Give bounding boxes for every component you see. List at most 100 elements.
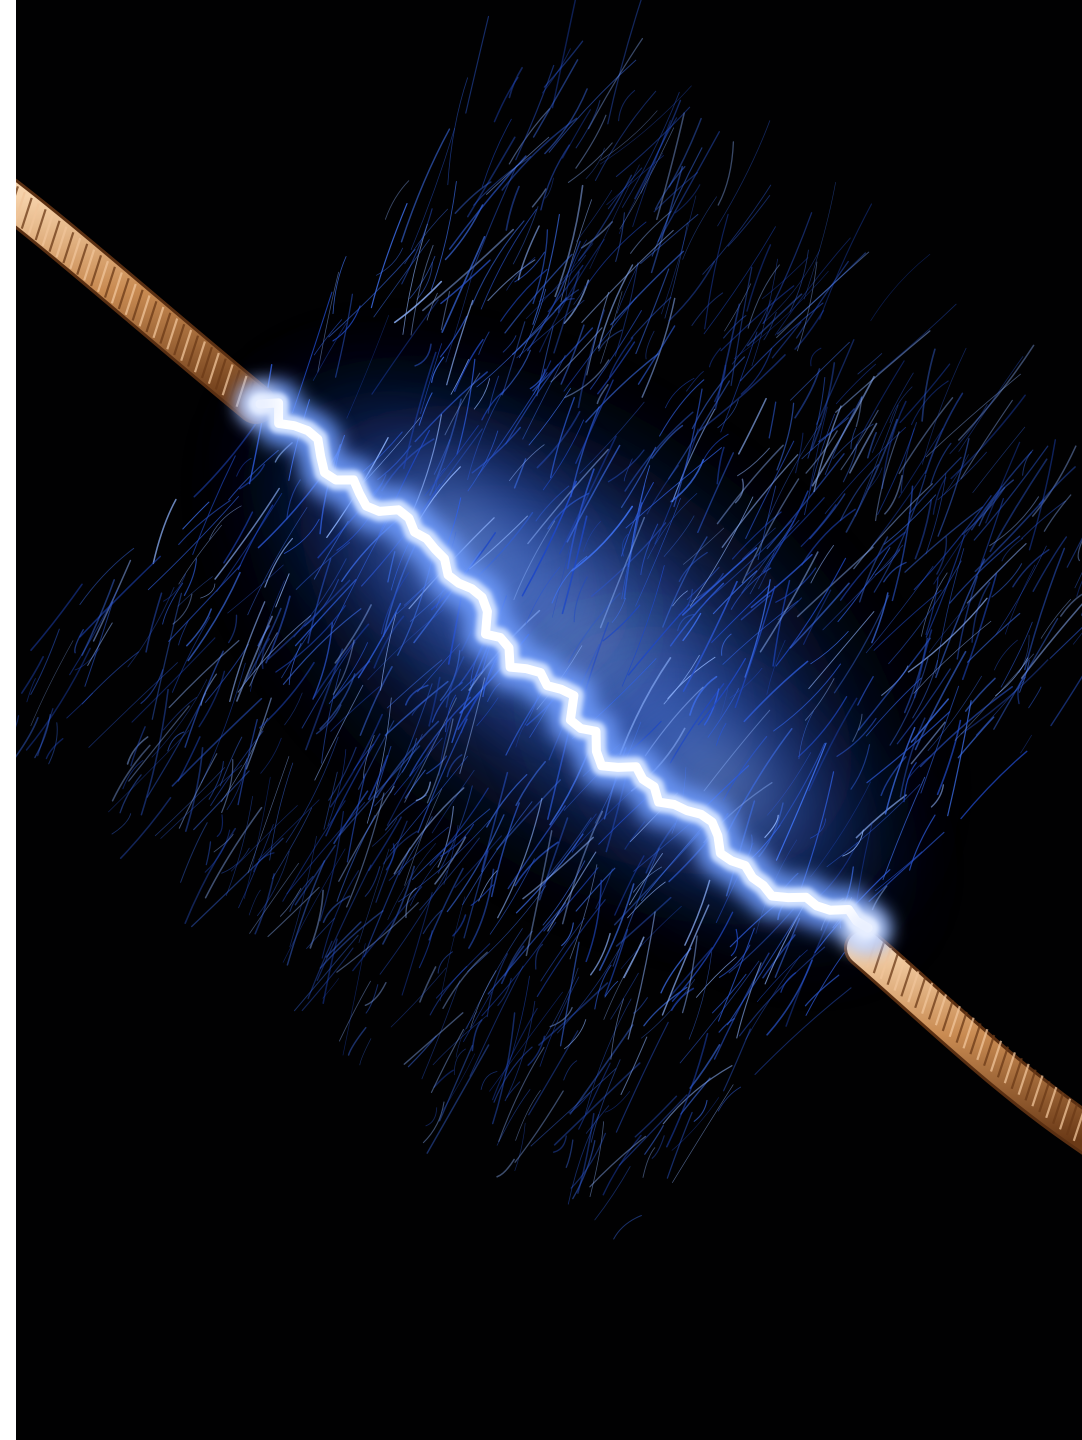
spark-streak <box>551 0 577 109</box>
spark-streak <box>943 454 969 496</box>
spark-streak <box>810 781 871 878</box>
spark-streak <box>374 733 423 807</box>
spark-streak <box>702 184 772 275</box>
spark-streak <box>237 615 312 693</box>
spark-streak <box>778 742 826 828</box>
spark-streak <box>321 668 341 764</box>
spark-streak <box>312 322 347 381</box>
spark-streak <box>777 597 802 621</box>
spark-streak <box>837 547 891 623</box>
spark-streak <box>421 428 483 513</box>
spark-streak <box>437 951 453 974</box>
spark-streak <box>420 343 442 414</box>
spark-streak <box>745 955 801 1040</box>
spark-streak <box>312 622 334 700</box>
spark-streak <box>543 867 599 932</box>
spark-streak <box>826 783 921 868</box>
spark-streak <box>228 614 238 644</box>
wire-strand <box>1052 1092 1065 1124</box>
spark-streak <box>651 147 703 257</box>
spark-streak <box>567 1113 600 1205</box>
spark-streak <box>561 922 574 947</box>
spark-streak <box>544 177 554 199</box>
spark-streak <box>993 618 1059 730</box>
spark-streak <box>454 835 502 888</box>
spark-streak <box>230 805 298 872</box>
spark-streak <box>500 945 525 985</box>
wire-strand <box>989 1040 1003 1072</box>
spark-streak <box>380 611 397 691</box>
spark-streak <box>960 399 1013 480</box>
spark-streak <box>961 573 998 681</box>
spark-streak <box>621 91 680 208</box>
spark-streak <box>877 303 957 375</box>
spark-streak <box>228 449 279 501</box>
spark-streak <box>538 817 569 901</box>
spark-streak <box>414 371 488 443</box>
spark-streak <box>790 341 850 401</box>
spark-streak <box>1066 537 1082 568</box>
spark-streak <box>346 773 366 863</box>
spark-streak <box>387 843 436 920</box>
spark-streak <box>282 800 346 902</box>
spark-streak <box>620 1036 648 1096</box>
spark-streak <box>346 792 385 908</box>
spark-streak <box>949 404 988 455</box>
spark-streak <box>442 951 488 1010</box>
spark-streak <box>594 1166 631 1221</box>
spark-streak <box>236 615 273 702</box>
spark-streak <box>530 1068 617 1147</box>
spark-streak <box>424 425 479 497</box>
spark-streak <box>745 440 795 539</box>
spark-streak <box>717 399 739 429</box>
spark-streak <box>375 720 440 799</box>
spark-streak <box>20 655 45 694</box>
spark-streak <box>122 759 144 790</box>
spark-streak <box>1004 564 1036 635</box>
spark-streak <box>81 579 115 656</box>
spark-streak <box>662 536 708 628</box>
spark-streak <box>596 383 609 405</box>
spark-streak <box>493 76 519 123</box>
spark-streak <box>598 883 635 971</box>
spark-streak <box>162 696 198 731</box>
spark-streak <box>623 458 633 482</box>
spark-streak <box>160 764 243 839</box>
spark-streak <box>74 648 100 671</box>
wire-strand <box>872 942 885 974</box>
spark-streak <box>615 1021 669 1133</box>
spark-streak <box>664 222 688 319</box>
spark-streak <box>832 423 874 459</box>
spark-streak <box>333 790 369 845</box>
spark-streak <box>393 280 443 324</box>
spark-streak <box>545 817 592 879</box>
spark-streak <box>578 174 633 262</box>
spark-streak <box>744 579 771 678</box>
spark-streak <box>585 879 602 963</box>
spark-streak <box>288 642 302 686</box>
spark-streak <box>282 848 346 963</box>
spark-streak <box>635 497 681 607</box>
spark-streak <box>697 452 735 534</box>
spark-streak <box>1022 449 1034 476</box>
spark-streak <box>764 423 822 526</box>
spark-streak <box>147 496 239 591</box>
spark-streak <box>754 987 852 1076</box>
spark-streak <box>794 368 821 419</box>
wire-strand <box>941 999 954 1032</box>
spark-streak <box>654 166 686 210</box>
spark-streak <box>336 814 376 902</box>
spark-streak <box>797 696 848 758</box>
spark-streaks <box>16 0 1082 1240</box>
spark-streak <box>867 467 883 490</box>
spark-streak <box>855 404 899 517</box>
spark-streak <box>145 592 163 653</box>
wire-strand <box>166 318 179 350</box>
spark-streak <box>322 895 351 924</box>
spark-streak <box>741 478 800 584</box>
spark-streak <box>496 1089 531 1146</box>
spark-streak <box>508 66 523 99</box>
spark-streak <box>536 410 581 469</box>
spark-streak <box>504 1081 521 1102</box>
spark-streak <box>283 518 320 554</box>
